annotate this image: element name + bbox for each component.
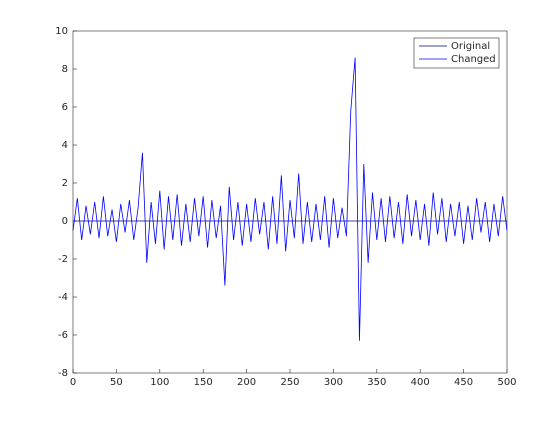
y-tick-label: -6 [58,330,68,341]
legend-label: Original [451,41,490,52]
y-tick-label: 10 [55,26,68,37]
y-tick-label: -4 [58,292,68,303]
y-tick-label: 0 [62,216,68,227]
legend-label: Changed [451,54,496,65]
y-tick-label: -2 [58,254,68,265]
x-tick-label: 150 [194,377,213,388]
y-tick-label: -8 [58,368,68,379]
x-tick-label: 400 [411,377,430,388]
y-tick-label: 6 [62,102,68,113]
x-tick-label: 500 [497,377,516,388]
y-tick-label: 8 [62,64,68,75]
x-tick-label: 300 [324,377,343,388]
x-tick-label: 350 [367,377,386,388]
legend-box [413,37,500,69]
x-tick-label: 0 [70,377,76,388]
y-tick-label: 2 [62,178,68,189]
series-line [72,57,508,341]
x-tick-label: 200 [237,377,256,388]
x-tick-label: 250 [280,377,299,388]
y-tick-label: 4 [62,140,68,151]
x-tick-label: 100 [150,377,169,388]
x-tick-label: 450 [454,377,473,388]
x-tick-label: 50 [110,377,123,388]
